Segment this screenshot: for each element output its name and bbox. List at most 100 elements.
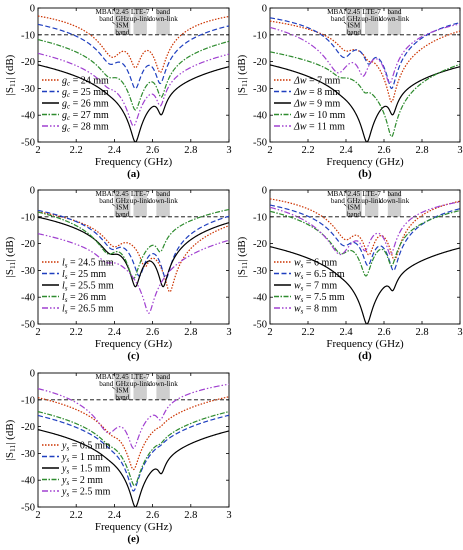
legend-entry: gc = 28 mm	[62, 122, 109, 134]
x-tick-label: 2.6	[146, 327, 159, 338]
band-label: band down-link	[148, 373, 178, 388]
band-label: 2.45 GHz ISM band	[347, 190, 361, 218]
band-label: 2.45 GHz ISM band	[115, 190, 129, 218]
y-tick-label: 0	[30, 186, 35, 197]
band-shading	[133, 373, 147, 400]
series-line	[38, 39, 229, 111]
band-label: band down-link	[380, 190, 410, 205]
series-line	[38, 233, 229, 314]
band-shading	[346, 8, 362, 35]
y-tick-label: -40	[253, 111, 267, 122]
y-axis-label: |S11| (dB)	[4, 419, 17, 460]
series-line	[270, 20, 460, 103]
y-tick-label: -20	[253, 239, 267, 250]
y-tick-label: -10	[21, 395, 35, 406]
series-line	[270, 64, 460, 142]
series-line	[270, 201, 460, 256]
x-tick-label: 2.6	[146, 145, 159, 156]
band-shading	[156, 190, 170, 217]
band-label: band down-link	[148, 8, 178, 23]
y-tick-label: -40	[21, 476, 35, 487]
band-shading	[156, 373, 170, 400]
legend-entry: ws = 6 mm	[294, 258, 337, 270]
y-tick-label: -50	[253, 138, 267, 149]
legend-entry: gc = 26 mm	[62, 99, 109, 111]
y-tick-label: -20	[21, 422, 35, 433]
legend-entry: ls = 26.5 mm	[62, 304, 114, 316]
y-tick-label: -50	[21, 503, 35, 514]
band-shading	[133, 190, 147, 217]
band-shading	[133, 8, 147, 35]
panel-label: (c)	[127, 350, 140, 362]
band-label: MBAN band	[95, 8, 117, 23]
x-tick-label: 2.2	[70, 145, 83, 156]
band-label: MBAN band	[95, 190, 117, 205]
x-tick-label: 3	[226, 145, 231, 156]
y-tick-label: -40	[21, 111, 35, 122]
x-tick-label: 2.6	[146, 510, 159, 521]
band-label: MBAN band	[95, 373, 117, 388]
band-shading	[387, 190, 402, 217]
band-shading	[156, 8, 170, 35]
band-label: MBAN band	[327, 8, 349, 23]
legend-entry: Δw = 11 mm	[293, 122, 345, 133]
band-label: 2.45 GHz ISM band	[115, 373, 129, 401]
y-tick-label: 0	[262, 186, 267, 197]
legend-entry: ys = 2 mm	[61, 475, 103, 487]
band-shading	[114, 8, 131, 35]
x-axis-label: Frequency (GHz)	[95, 338, 173, 350]
plot-frame	[37, 7, 230, 143]
legend-entry: Δw = 9 mm	[293, 99, 340, 110]
y-tick-label: -10	[21, 212, 35, 223]
x-tick-label: 2.2	[301, 327, 314, 338]
band-label: LTE-7 up-link	[130, 190, 151, 205]
y-tick-label: 0	[30, 369, 35, 380]
panel-label: (d)	[358, 350, 372, 362]
y-tick-label: -30	[21, 266, 35, 277]
x-tick-label: 2.8	[415, 145, 428, 156]
y-tick-label: 0	[262, 4, 267, 15]
panel-label: (e)	[127, 533, 140, 545]
legend-entry: ys = 2.5 mm	[61, 487, 111, 499]
series-line	[38, 209, 229, 280]
band-label: 2.45 GHz ISM band	[347, 8, 361, 36]
y-axis-label: |S11| (dB)	[4, 54, 17, 95]
y-tick-label: -30	[21, 84, 35, 95]
x-tick-label: 2.2	[301, 145, 314, 156]
y-axis-label: |S11| (dB)	[236, 236, 249, 277]
legend-entry: ls = 25 mm	[62, 269, 106, 281]
legend-entry: ls = 26 mm	[62, 292, 106, 304]
legend-entry: ws = 7.5 mm	[294, 292, 345, 304]
x-tick-label: 2.8	[184, 510, 197, 521]
band-label: band down-link	[380, 8, 410, 23]
series-line	[38, 383, 229, 449]
y-axis-label: |S11| (dB)	[236, 54, 249, 95]
x-tick-label: 2.2	[70, 327, 83, 338]
y-tick-label: -20	[21, 239, 35, 250]
plot-frame	[269, 7, 461, 143]
x-tick-label: 3	[457, 145, 462, 156]
x-tick-label: 3	[457, 327, 462, 338]
y-tick-label: -50	[253, 320, 267, 331]
x-tick-label: 2	[35, 327, 40, 338]
x-axis-label: Frequency (GHz)	[326, 156, 404, 168]
y-tick-label: -30	[21, 449, 35, 460]
x-axis-label: Frequency (GHz)	[95, 521, 173, 533]
x-tick-label: 2	[267, 327, 272, 338]
series-line	[38, 216, 229, 288]
x-tick-label: 2	[267, 145, 272, 156]
legend-entry: ys = 0.5 mm	[61, 441, 111, 453]
x-tick-label: 3	[226, 327, 231, 338]
y-axis-label: |S11| (dB)	[4, 236, 17, 277]
band-shading	[114, 373, 131, 400]
x-axis-label: Frequency (GHz)	[95, 156, 173, 168]
x-tick-label: 2.4	[108, 510, 122, 521]
y-tick-label: -10	[253, 212, 267, 223]
legend-entry: Δw = 10 mm	[293, 110, 345, 121]
legend-entry: Δw = 8 mm	[293, 87, 340, 98]
band-shading	[387, 8, 402, 35]
